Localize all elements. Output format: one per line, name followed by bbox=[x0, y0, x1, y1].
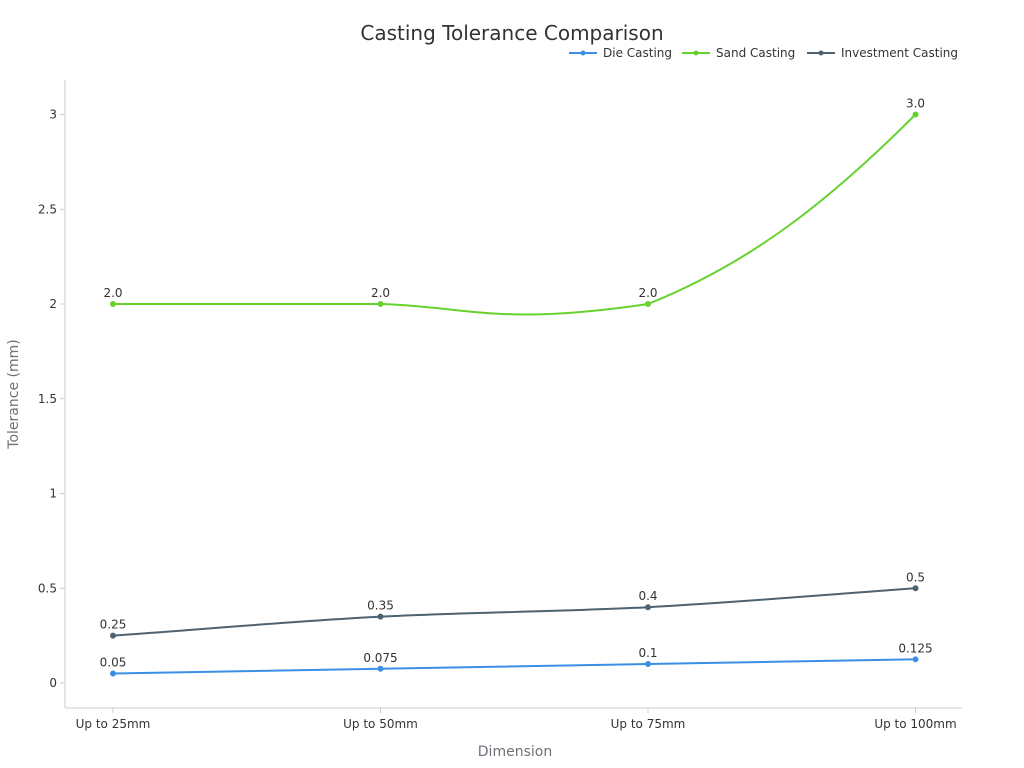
y-tick-label: 0.5 bbox=[38, 581, 57, 595]
series-sand-casting: 2.0 2.0 2.0 3.0 bbox=[103, 97, 925, 316]
data-label: 0.5 bbox=[906, 570, 925, 584]
data-label: 0.075 bbox=[363, 651, 397, 665]
x-tick-label: Up to 50mm bbox=[343, 717, 418, 731]
y-axis-title: Tolerance (mm) bbox=[6, 339, 22, 449]
x-axis-title: Dimension bbox=[478, 744, 552, 760]
series-line bbox=[113, 113, 917, 316]
x-tick-label: Up to 25mm bbox=[76, 717, 151, 731]
legend-label: Investment Casting bbox=[841, 46, 958, 60]
series-die-casting: 0.05 0.075 0.1 0.125 bbox=[100, 641, 933, 677]
legend: Die Casting Sand Casting Investment Castin… bbox=[569, 46, 958, 60]
legend-marker bbox=[693, 50, 699, 56]
series-layer: 0.05 0.075 0.1 0.125 2.0 2.0 2.0 3.0 0.25 0.35 0.4… bbox=[100, 97, 933, 677]
legend-item[interactable]: Die Casting bbox=[569, 46, 672, 60]
legend-marker bbox=[580, 50, 586, 56]
data-point[interactable] bbox=[912, 585, 919, 592]
data-label: 3.0 bbox=[906, 97, 925, 111]
data-label: 0.1 bbox=[638, 646, 657, 660]
y-tick-label: 2 bbox=[49, 297, 57, 311]
y-tick-label: 1.5 bbox=[38, 392, 57, 406]
chart-title: Casting Tolerance Comparison bbox=[360, 21, 663, 45]
data-label: 0.4 bbox=[638, 589, 657, 603]
data-label: 2.0 bbox=[371, 286, 390, 300]
data-point[interactable] bbox=[110, 632, 116, 639]
x-axis-ticks: Up to 25mm Up to 50mm Up to 75mm Up to 100m… bbox=[76, 708, 957, 731]
data-label: 0.25 bbox=[100, 618, 127, 632]
data-point[interactable] bbox=[912, 111, 919, 118]
series-line bbox=[112, 587, 916, 637]
y-tick-label: 2.5 bbox=[38, 202, 57, 216]
legend-label: Sand Casting bbox=[716, 46, 795, 60]
data-label: 2.0 bbox=[103, 286, 122, 300]
data-point[interactable] bbox=[377, 301, 384, 307]
data-point[interactable] bbox=[645, 604, 651, 611]
data-point[interactable] bbox=[110, 301, 116, 307]
data-label: 0.35 bbox=[367, 599, 394, 613]
y-tick-label: 1 bbox=[49, 487, 57, 501]
legend-item[interactable]: Investment Casting bbox=[807, 46, 958, 60]
series-investment-casting: 0.25 0.35 0.4 0.5 bbox=[100, 570, 925, 639]
y-tick-label: 0 bbox=[49, 676, 57, 690]
data-point[interactable] bbox=[645, 301, 651, 307]
y-axis-ticks: 0 0.5 1 1.5 2 2.5 3 bbox=[38, 108, 65, 690]
data-point[interactable] bbox=[912, 656, 919, 663]
legend-label: Die Casting bbox=[603, 46, 672, 60]
data-label: 0.125 bbox=[898, 641, 932, 655]
legend-marker bbox=[818, 50, 824, 56]
x-tick-label: Up to 100mm bbox=[874, 717, 956, 731]
legend-item[interactable]: Sand Casting bbox=[682, 46, 795, 60]
data-point[interactable] bbox=[377, 613, 384, 620]
data-label: 0.05 bbox=[100, 656, 127, 670]
series-line bbox=[112, 658, 916, 675]
x-tick-label: Up to 75mm bbox=[611, 717, 686, 731]
data-point[interactable] bbox=[645, 661, 651, 668]
data-point[interactable] bbox=[377, 665, 384, 672]
data-point[interactable] bbox=[110, 670, 116, 677]
data-label: 2.0 bbox=[638, 286, 657, 300]
y-tick-label: 3 bbox=[49, 108, 57, 122]
